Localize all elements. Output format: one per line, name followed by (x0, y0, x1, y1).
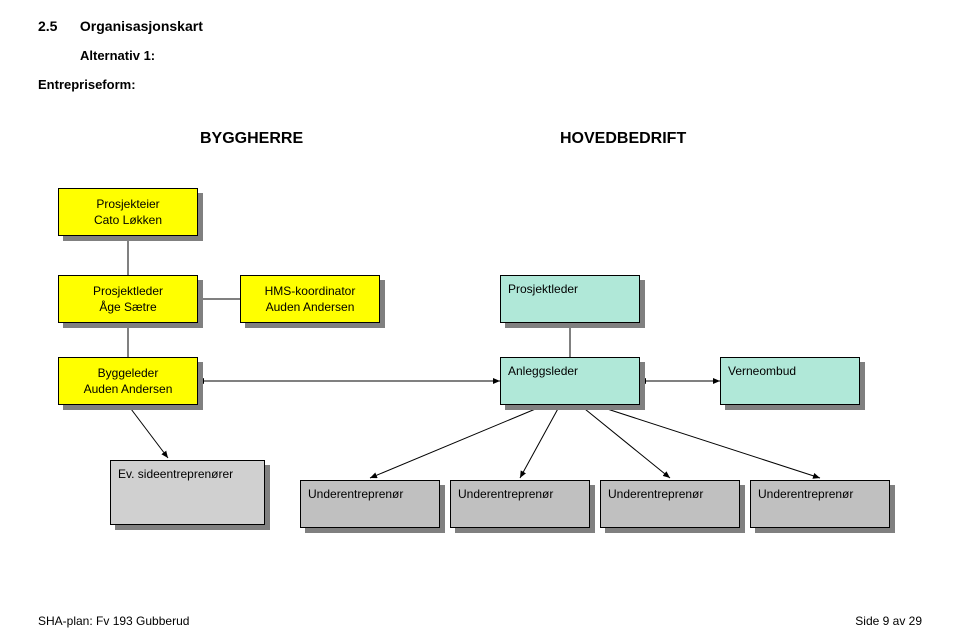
byggherre-label: BYGGHERRE (200, 130, 303, 148)
prosjektleder-age-content: Prosjektleder Åge Sætre (58, 275, 198, 323)
node-line2: Åge Sætre (99, 299, 156, 315)
page-header: 2.5 Organisasjonskart Alternativ 1: Entr… (38, 18, 203, 92)
verneombud-content: Verneombud (720, 357, 860, 405)
page-footer: SHA-plan: Fv 193 Gubberud Side 9 av 29 (38, 614, 922, 628)
section-title: Organisasjonskart (80, 18, 203, 34)
footer-right: Side 9 av 29 (855, 614, 922, 628)
ue1-content: Underentreprenør (300, 480, 440, 528)
ue3-content: Underentreprenør (600, 480, 740, 528)
byggeleder-content: Byggeleder Auden Andersen (58, 357, 198, 405)
node-line1: HMS-koordinator (265, 283, 356, 299)
anleggsleder-content: Anleggsleder (500, 357, 640, 405)
node-line1: Underentreprenør (608, 486, 703, 502)
node-line2: Auden Andersen (266, 299, 355, 315)
footer-left: SHA-plan: Fv 193 Gubberud (38, 614, 189, 628)
node-line1: Underentreprenør (308, 486, 403, 502)
hms-content: HMS-koordinator Auden Andersen (240, 275, 380, 323)
prosjekteier-content: Prosjekteier Cato Løkken (58, 188, 198, 236)
node-line1: Underentreprenør (758, 486, 853, 502)
hovedbedrift-label: HOVEDBEDRIFT (560, 130, 686, 148)
node-line1: Prosjekteier (96, 196, 159, 212)
node-line1: Anleggsleder (508, 363, 578, 379)
entreprise-label: Entrepriseform: (38, 77, 203, 92)
node-line1: Verneombud (728, 363, 796, 379)
subtitle: Alternativ 1: (80, 48, 203, 63)
node-line1: Prosjektleder (508, 281, 578, 297)
node-line2: Auden Andersen (84, 381, 173, 397)
ue2-content: Underentreprenør (450, 480, 590, 528)
section-number: 2.5 (38, 18, 57, 34)
node-line1: Byggeleder (98, 365, 159, 381)
node-line1: Underentreprenør (458, 486, 553, 502)
node-line1: Ev. sideentreprenører (118, 466, 233, 482)
ue4-content: Underentreprenør (750, 480, 890, 528)
sideentreprenor-content: Ev. sideentreprenører (110, 460, 265, 525)
node-line2: Cato Løkken (94, 212, 162, 228)
prosjektleder-right-content: Prosjektleder (500, 275, 640, 323)
node-line1: Prosjektleder (93, 283, 163, 299)
